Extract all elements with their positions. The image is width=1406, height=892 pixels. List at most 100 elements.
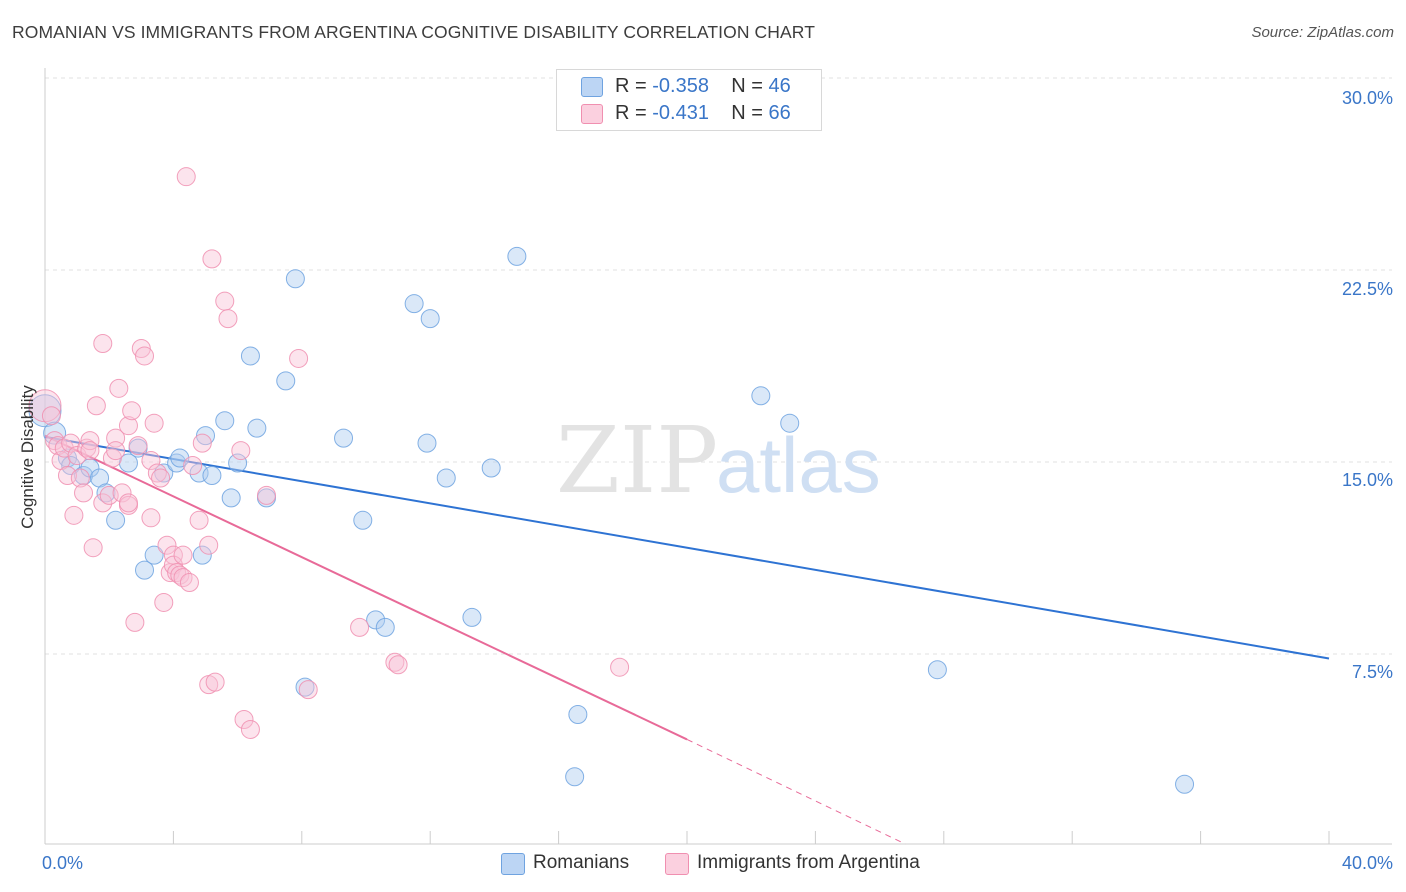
point-argentina xyxy=(128,436,148,456)
legend-swatch-romanians xyxy=(501,853,525,875)
point-romanians xyxy=(751,386,771,406)
point-argentina xyxy=(189,510,209,530)
legend-r-value: -0.358 xyxy=(652,75,709,97)
legend-swatch-argentina xyxy=(581,104,603,124)
point-argentina xyxy=(173,568,193,588)
trend-layer xyxy=(44,434,1330,845)
point-argentina xyxy=(289,348,309,368)
point-argentina xyxy=(80,441,100,461)
point-argentina xyxy=(179,573,199,593)
point-argentina xyxy=(141,508,161,528)
legend-swatch-romanians xyxy=(581,77,603,97)
point-argentina xyxy=(202,249,222,269)
y-tick-label: 15.0% xyxy=(1342,470,1393,490)
x-tick-label: 0.0% xyxy=(42,853,83,873)
point-argentina xyxy=(41,406,61,426)
point-argentina xyxy=(109,378,129,398)
watermark: ZIP atlas xyxy=(556,407,881,514)
watermark-zip: ZIP xyxy=(556,407,718,514)
legend-label-argentina: Immigrants from Argentina xyxy=(697,852,920,873)
point-argentina xyxy=(80,431,100,451)
grid-layer xyxy=(45,77,1392,655)
point-argentina xyxy=(118,416,138,436)
point-argentina xyxy=(215,291,235,311)
point-romanians xyxy=(436,468,456,488)
y-tick-label: 22.5% xyxy=(1342,279,1393,299)
point-romanians xyxy=(221,488,241,508)
legend-n-value: 66 xyxy=(768,102,791,124)
point-argentina xyxy=(199,535,219,555)
point-romanians xyxy=(481,458,501,478)
point-romanians xyxy=(927,660,947,680)
trend-line-romanians xyxy=(44,435,1330,660)
point-romanians xyxy=(276,371,296,391)
point-argentina xyxy=(385,652,405,672)
point-argentina xyxy=(256,485,276,505)
point-romanians xyxy=(420,309,440,329)
point-argentina xyxy=(112,483,132,503)
point-argentina xyxy=(86,396,106,416)
source-label: Source: ZipAtlas.com xyxy=(1251,24,1394,41)
point-romanians xyxy=(417,433,437,453)
point-romanians xyxy=(295,677,315,697)
point-romanians xyxy=(215,411,235,431)
point-romanians xyxy=(106,510,126,530)
point-argentina xyxy=(141,451,161,471)
point-argentina xyxy=(135,346,155,366)
point-argentina xyxy=(64,505,84,525)
point-argentina xyxy=(93,493,113,513)
point-argentina xyxy=(183,456,203,476)
point-argentina xyxy=(70,468,90,488)
point-romanians xyxy=(285,269,305,289)
point-romanians xyxy=(192,545,212,565)
legend-swatch-argentina xyxy=(665,853,689,875)
point-argentina xyxy=(122,401,142,421)
point-argentina xyxy=(67,446,87,466)
legend-n-label: N = xyxy=(731,102,763,124)
point-argentina xyxy=(167,563,187,583)
point-argentina xyxy=(218,309,238,329)
y-axis-label: Cognitive Disability xyxy=(18,385,37,529)
point-argentina xyxy=(45,431,65,451)
point-romanians xyxy=(202,465,222,485)
point-romanians xyxy=(247,418,267,438)
point-romanians xyxy=(28,394,62,428)
legend-r-value: -0.431 xyxy=(652,102,709,124)
point-romanians xyxy=(80,458,100,478)
point-romanians xyxy=(167,453,187,473)
trend-line-argentina-extension xyxy=(686,738,906,845)
point-romanians xyxy=(74,465,94,485)
y-tick-label: 30.0% xyxy=(1342,88,1393,108)
point-romanians xyxy=(462,607,482,627)
point-romanians xyxy=(154,463,174,483)
legend-r-label: R = xyxy=(615,75,647,97)
point-argentina xyxy=(106,441,126,461)
point-romanians xyxy=(353,510,373,530)
point-romanians xyxy=(565,767,585,787)
point-romanians xyxy=(334,428,354,448)
point-argentina xyxy=(154,592,174,612)
x-tick-label: 40.0% xyxy=(1342,853,1393,873)
trend-line-argentina xyxy=(44,434,688,741)
point-argentina xyxy=(157,535,177,555)
series-legend: Romanians Immigrants from Argentina xyxy=(0,851,1406,877)
point-argentina xyxy=(240,719,260,739)
point-argentina xyxy=(192,433,212,453)
point-romanians xyxy=(228,453,248,473)
point-argentina xyxy=(176,167,196,187)
point-argentina xyxy=(234,710,254,729)
point-romanians xyxy=(135,560,155,580)
point-argentina xyxy=(298,680,318,700)
watermark-atlas: atlas xyxy=(716,421,881,509)
point-romanians xyxy=(366,610,386,630)
stats-legend: R = -0.358 N = 46 R = -0.431 N = 66 xyxy=(556,69,822,131)
point-romanians xyxy=(144,545,164,565)
point-argentina xyxy=(151,468,171,488)
point-argentina xyxy=(83,538,103,558)
point-romanians xyxy=(240,346,260,366)
points-layer xyxy=(28,167,1195,794)
point-romanians xyxy=(780,413,800,433)
y-tick-label: 7.5% xyxy=(1352,662,1393,682)
point-romanians xyxy=(568,705,588,725)
point-romanians xyxy=(43,421,67,445)
